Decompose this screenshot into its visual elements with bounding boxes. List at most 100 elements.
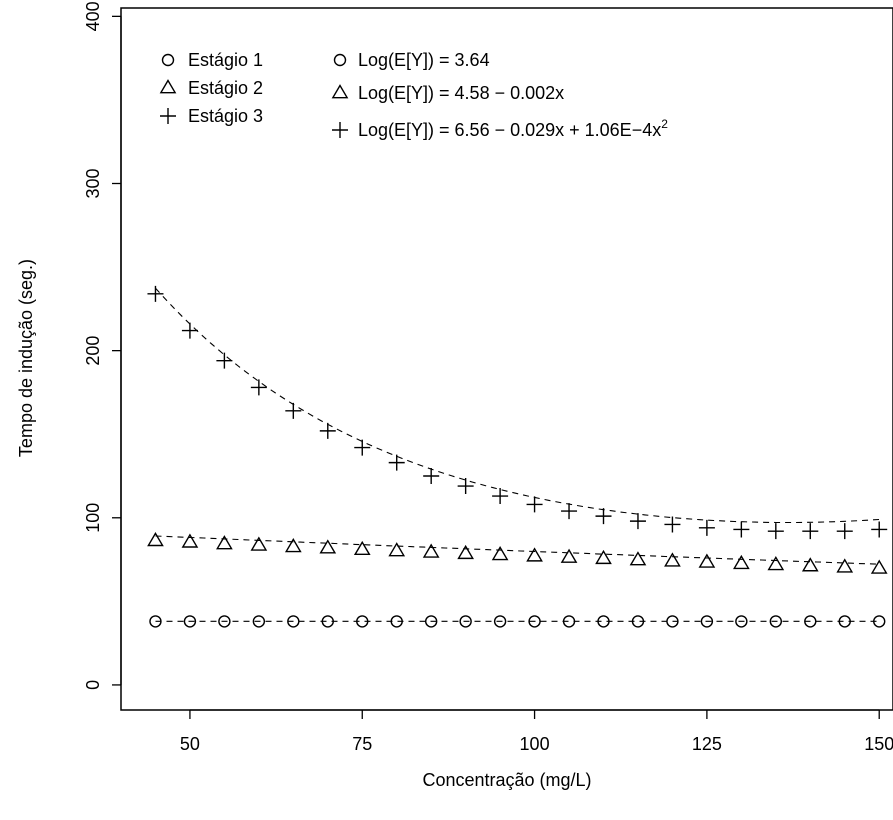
model-equation-1: Log(E[Y]) = 3.64 xyxy=(358,50,490,70)
legend-series: Estágio 1 Estágio 2 Estágio 3 xyxy=(159,50,263,126)
data-points xyxy=(147,285,888,628)
data-point-circle xyxy=(700,615,714,628)
data-point-circle xyxy=(666,615,679,628)
data-point-triangle xyxy=(698,553,716,568)
legend2-marker-triangle xyxy=(331,84,349,99)
data-point-circle xyxy=(356,615,369,628)
data-point-triangle xyxy=(353,540,371,556)
data-point-plus xyxy=(285,402,302,419)
data-point-triangle xyxy=(733,554,750,570)
data-point-plus xyxy=(629,513,646,530)
legend-symbol xyxy=(160,108,176,124)
data-point-plus xyxy=(802,523,819,540)
legend-symbol xyxy=(159,79,177,94)
data-point-plus xyxy=(561,503,578,520)
x-tick-label: 75 xyxy=(352,734,372,754)
data-point-plus xyxy=(250,379,267,396)
x-tick-label: 150 xyxy=(864,734,893,754)
legend2-symbol xyxy=(333,53,347,67)
data-point-circle xyxy=(838,615,851,628)
legend2-symbol xyxy=(331,84,349,99)
legend2-symbol xyxy=(332,122,348,138)
data-point-circle xyxy=(390,615,403,628)
y-tick-label: 300 xyxy=(83,168,103,198)
axes: 50 75 100 125 150 0 100 200 300 400 xyxy=(83,1,893,754)
data-point-triangle xyxy=(836,558,854,573)
data-point-circle xyxy=(597,615,610,628)
y-tick-label: 100 xyxy=(83,503,103,533)
data-point-plus xyxy=(492,488,509,505)
data-point-plus xyxy=(457,478,474,495)
data-point-triangle xyxy=(457,544,474,560)
y-axis-label: Tempo de indução (seg.) xyxy=(16,259,36,457)
data-point-triangle xyxy=(870,559,888,574)
data-point-circle xyxy=(252,615,266,628)
data-point-plus xyxy=(733,521,750,538)
data-point-triangle xyxy=(284,537,302,553)
data-point-circle xyxy=(459,615,472,628)
legend-marker-triangle xyxy=(159,79,177,94)
fit-lines xyxy=(155,287,880,622)
data-point-triangle xyxy=(422,543,440,558)
data-point-plus xyxy=(388,454,405,471)
data-point-circle xyxy=(493,615,507,628)
data-point-plus xyxy=(836,523,853,540)
data-point-plus xyxy=(181,322,198,339)
data-point-circle xyxy=(218,615,231,628)
y-tick-label: 0 xyxy=(83,680,103,690)
data-point-circle xyxy=(735,615,748,628)
data-point-circle xyxy=(769,615,783,628)
data-point-triangle xyxy=(801,557,819,572)
data-point-circle xyxy=(873,615,886,628)
data-point-plus xyxy=(147,285,164,302)
legend2-marker-plus xyxy=(332,122,348,138)
data-point-circle xyxy=(424,615,438,628)
x-tick-label: 125 xyxy=(692,734,722,754)
data-point-triangle xyxy=(181,533,199,548)
model-equation-3: Log(E[Y]) = 6.56 − 0.029x + 1.06E−4x2 xyxy=(358,117,668,140)
x-tick-label: 100 xyxy=(520,734,550,754)
model-equation-3-superscript: 2 xyxy=(661,117,668,131)
legend-marker-plus xyxy=(160,108,176,124)
data-point-triangle xyxy=(388,542,406,557)
data-point-plus xyxy=(319,422,336,439)
data-point-plus xyxy=(595,508,612,525)
legend2-marker-circle xyxy=(333,53,347,67)
model-equation-3-main: Log(E[Y]) = 6.56 − 0.029x + 1.06E−4x xyxy=(358,120,661,140)
data-point-circle xyxy=(631,615,645,628)
legend-label-estagio-2: Estágio 2 xyxy=(188,78,263,98)
data-point-triangle xyxy=(664,552,681,567)
fit-line-3 xyxy=(155,287,880,524)
y-tick-label: 400 xyxy=(83,1,103,31)
data-point-plus xyxy=(767,523,784,540)
legend-symbol xyxy=(161,53,175,67)
x-axis-label: Concentração (mg/L) xyxy=(422,770,591,790)
data-point-circle xyxy=(804,615,817,628)
legend-label-estagio-3: Estágio 3 xyxy=(188,106,263,126)
data-point-circle xyxy=(321,615,334,628)
x-tick-label: 50 xyxy=(180,734,200,754)
data-point-triangle xyxy=(147,531,164,547)
data-point-circle xyxy=(287,615,300,628)
y-tick-label: 200 xyxy=(83,336,103,366)
legend-models: Log(E[Y]) = 3.64 Log(E[Y]) = 4.58 − 0.00… xyxy=(331,50,668,140)
data-point-plus xyxy=(354,439,371,456)
data-point-triangle xyxy=(319,539,337,554)
data-point-triangle xyxy=(491,546,509,561)
legend-marker-circle xyxy=(161,53,175,67)
data-point-plus xyxy=(423,468,440,484)
data-point-plus xyxy=(698,519,715,536)
data-point-triangle xyxy=(216,535,233,550)
data-point-triangle xyxy=(767,556,785,571)
data-point-triangle xyxy=(629,551,647,566)
data-point-triangle xyxy=(595,549,612,565)
data-point-circle xyxy=(183,615,197,628)
data-point-plus xyxy=(216,352,233,369)
data-point-circle xyxy=(149,615,162,628)
data-point-plus xyxy=(871,521,888,538)
data-point-circle xyxy=(528,615,541,628)
data-point-plus xyxy=(664,516,681,533)
model-equation-2: Log(E[Y]) = 4.58 − 0.002x xyxy=(358,83,564,103)
legend-label-estagio-1: Estágio 1 xyxy=(188,50,263,70)
